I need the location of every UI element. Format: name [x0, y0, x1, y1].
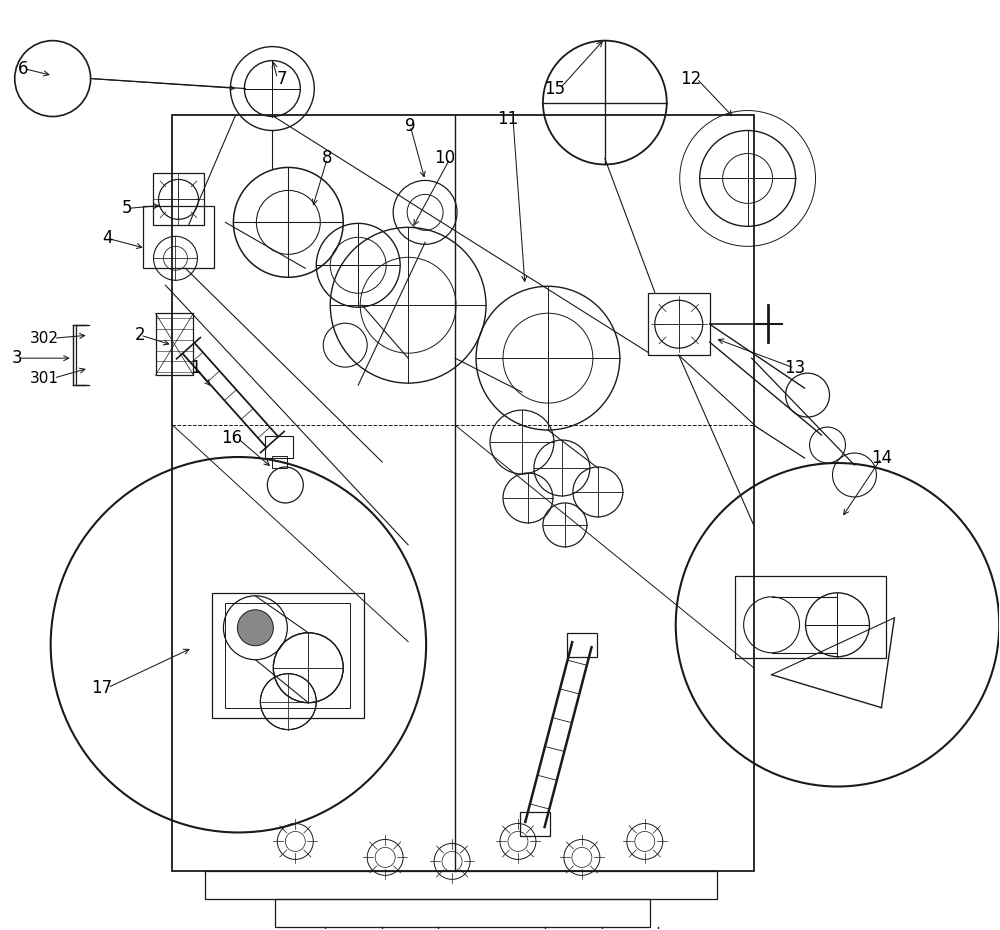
Text: 1: 1 [190, 359, 200, 378]
Text: 8: 8 [322, 150, 332, 167]
Text: 13: 13 [785, 359, 806, 378]
Text: 6: 6 [18, 60, 29, 77]
Bar [567, 632, 597, 657]
Text: 11: 11 [497, 110, 518, 127]
Bar [153, 173, 204, 225]
Bar [265, 436, 293, 458]
Bar [143, 206, 214, 268]
Text: 301: 301 [30, 371, 59, 386]
Text: 7: 7 [277, 70, 288, 87]
Bar [212, 592, 364, 718]
Bar [225, 603, 350, 708]
Bar [275, 899, 650, 927]
Text: 5: 5 [122, 199, 133, 218]
Text: 3: 3 [12, 349, 23, 367]
Text: 10: 10 [434, 150, 455, 167]
Text: 12: 12 [680, 70, 702, 87]
Bar [735, 576, 886, 658]
Text: 4: 4 [102, 230, 113, 247]
Text: 15: 15 [544, 80, 565, 98]
Bar [172, 114, 754, 871]
Text: 302: 302 [30, 331, 59, 346]
Text: 17: 17 [91, 679, 113, 697]
Bar [648, 293, 710, 355]
Text: 9: 9 [405, 116, 415, 135]
Text: 2: 2 [135, 326, 146, 344]
Bar [205, 871, 717, 899]
Bar [272, 456, 287, 468]
Text: 14: 14 [871, 449, 893, 467]
Bar [520, 813, 550, 836]
Bar [156, 313, 193, 375]
Circle shape [237, 610, 273, 645]
Text: 16: 16 [221, 429, 242, 447]
